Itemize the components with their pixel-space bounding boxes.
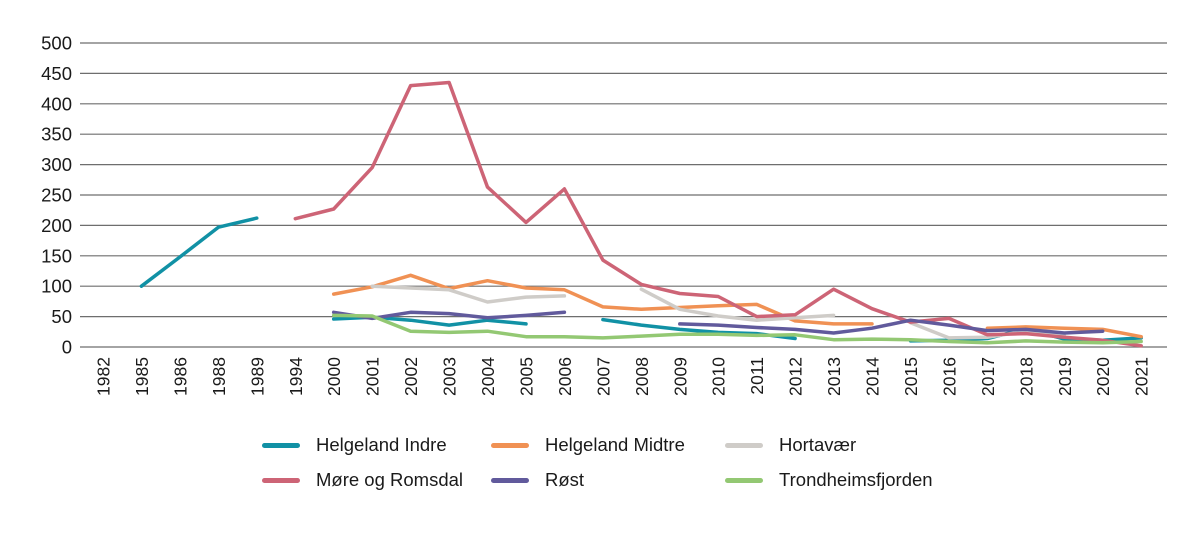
x-tick-label-2004: 2004	[478, 357, 498, 396]
series-line-hortav-r	[908, 320, 1067, 340]
y-tick-label-150: 150	[41, 245, 72, 266]
x-tick-label-2005: 2005	[516, 357, 536, 396]
x-tick-label-2011: 2011	[747, 357, 767, 395]
x-tick-label-2020: 2020	[1093, 357, 1113, 396]
x-tick-label-2000: 2000	[324, 357, 344, 396]
series-line-trondheimsfjorden	[331, 313, 1143, 345]
x-tick-label-2013: 2013	[824, 357, 844, 396]
y-tick-label-250: 250	[41, 185, 72, 206]
x-tick-label-2014: 2014	[863, 357, 883, 396]
y-tick-label-500: 500	[41, 33, 72, 54]
series-line-hortav-r	[639, 287, 836, 322]
x-tick-label-1994: 1994	[286, 357, 306, 396]
series-line-r-st	[678, 318, 1105, 335]
x-tick-label-2021: 2021	[1132, 357, 1152, 396]
x-tick-label-1989: 1989	[247, 357, 267, 396]
x-tick-label-2001: 2001	[363, 357, 383, 396]
x-tick-label-2018: 2018	[1016, 357, 1036, 396]
x-tick-label-2012: 2012	[786, 357, 806, 396]
y-tick-label-450: 450	[41, 63, 72, 84]
y-tick-label-400: 400	[41, 93, 72, 114]
x-tick-label-1986: 1986	[170, 357, 190, 396]
x-tick-label-2010: 2010	[709, 357, 729, 396]
y-tick-label-100: 100	[41, 276, 72, 297]
x-tick-label-2002: 2002	[401, 357, 421, 396]
series-line-helgeland-indre	[139, 216, 259, 288]
series-line-m-re-og-romsdal	[293, 80, 1143, 348]
x-tick-label-2003: 2003	[440, 357, 460, 396]
y-tick-label-200: 200	[41, 215, 72, 236]
x-tick-label-2016: 2016	[939, 357, 959, 396]
x-tick-label-2017: 2017	[978, 357, 998, 396]
x-tick-label-2006: 2006	[555, 357, 575, 396]
x-tick-label-1988: 1988	[209, 357, 229, 396]
x-tick-label-2008: 2008	[632, 357, 652, 396]
y-tick-label-0: 0	[62, 337, 72, 358]
x-tick-label-1982: 1982	[94, 357, 114, 396]
series-line-r-st	[331, 310, 567, 321]
x-tick-label-1985: 1985	[132, 357, 152, 396]
series-line-helgeland-midtre	[985, 325, 1143, 339]
x-tick-label-2009: 2009	[670, 357, 690, 396]
x-tick-label-2015: 2015	[901, 357, 921, 396]
y-tick-label-350: 350	[41, 124, 72, 145]
x-tick-label-2007: 2007	[593, 357, 613, 396]
series-line-hortav-r	[370, 284, 567, 304]
x-tick-label-2019: 2019	[1055, 357, 1075, 396]
y-tick-label-50: 50	[51, 306, 72, 327]
y-tick-label-300: 300	[41, 154, 72, 175]
